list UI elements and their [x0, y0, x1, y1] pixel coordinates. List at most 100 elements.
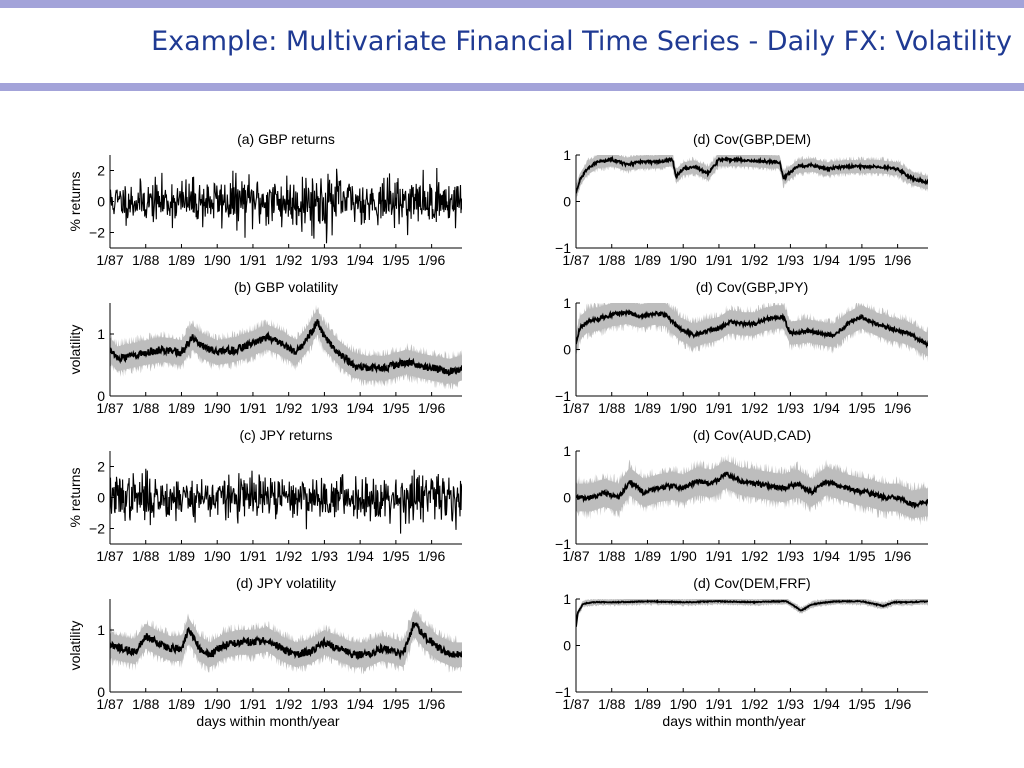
- x-axis-label: days within month/year: [196, 713, 340, 729]
- title-band-bottom: [0, 83, 1024, 91]
- x-tick-label: 1/96: [884, 400, 911, 416]
- x-tick-label: 1/88: [132, 696, 159, 712]
- estimate-line: [110, 319, 462, 377]
- y-axis-label: % returns: [67, 172, 83, 232]
- x-tick-label: 1/92: [275, 696, 302, 712]
- x-tick-label: 1/92: [741, 252, 768, 268]
- x-tick-label: 1/90: [204, 400, 231, 416]
- x-tick-label: 1/95: [382, 548, 409, 564]
- x-tick-label: 1/96: [884, 696, 911, 712]
- x-tick-label: 1/95: [382, 696, 409, 712]
- panel-title: (c) JPY returns: [239, 427, 332, 443]
- x-tick-label: 1/92: [275, 548, 302, 564]
- x-tick-label: 1/87: [96, 548, 123, 564]
- x-tick-label: 1/90: [670, 252, 697, 268]
- x-tick-label: 1/89: [634, 696, 661, 712]
- x-tick-label: 1/90: [670, 400, 697, 416]
- x-tick-label: 1/88: [598, 252, 625, 268]
- x-tick-label: 1/96: [418, 252, 445, 268]
- y-tick-label: 2: [97, 459, 105, 475]
- x-tick-label: 1/89: [634, 548, 661, 564]
- confidence-band: [576, 453, 928, 526]
- x-tick-label: 1/96: [884, 548, 911, 564]
- x-tick-label: 1/90: [670, 696, 697, 712]
- x-tick-label: 1/90: [204, 696, 231, 712]
- confidence-band: [576, 303, 928, 363]
- x-tick-label: 1/94: [347, 696, 374, 712]
- x-tick-label: 1/88: [598, 400, 625, 416]
- x-tick-label: 1/94: [813, 696, 840, 712]
- x-tick-label: 1/95: [848, 548, 875, 564]
- y-tick-label: 1: [563, 147, 571, 163]
- chart-panel-7: (d) Cov(DEM,FRF) 1 0 −11/87 1/88 1/89 1/90 1/91…: [555, 575, 928, 729]
- x-tick-label: 1/91: [705, 252, 732, 268]
- x-tick-label: 1/87: [562, 548, 589, 564]
- x-tick-label: 1/89: [168, 548, 195, 564]
- x-tick-label: 1/91: [705, 696, 732, 712]
- x-tick-label: 1/91: [239, 548, 266, 564]
- x-tick-label: 1/93: [777, 252, 804, 268]
- returns-series-line: [110, 167, 462, 244]
- x-tick-label: 1/88: [132, 252, 159, 268]
- y-tick-label: −1: [555, 536, 571, 552]
- x-tick-label: 1/93: [777, 548, 804, 564]
- x-tick-label: 1/93: [311, 548, 338, 564]
- panel-title: (a) GBP returns: [237, 131, 335, 147]
- x-tick-label: 1/95: [848, 696, 875, 712]
- x-tick-label: 1/89: [168, 696, 195, 712]
- x-tick-label: 1/88: [132, 548, 159, 564]
- x-tick-label: 1/87: [562, 252, 589, 268]
- x-tick-label: 1/92: [275, 400, 302, 416]
- x-tick-label: 1/94: [347, 252, 374, 268]
- x-axis-label: days within month/year: [662, 713, 806, 729]
- x-tick-label: 1/96: [418, 400, 445, 416]
- y-tick-label: 1: [97, 326, 105, 342]
- y-axis-label: volatility: [67, 325, 83, 375]
- x-tick-label: 1/90: [204, 252, 231, 268]
- chart-panel-0: (a) GBP returns 2 0 −2 1/87 1/88 1/89 1/90 1/91 1…: [67, 131, 462, 268]
- x-tick-label: 1/89: [634, 400, 661, 416]
- x-tick-label: 1/92: [741, 548, 768, 564]
- y-tick-label: 0: [563, 342, 571, 358]
- x-tick-label: 1/96: [418, 696, 445, 712]
- panel-title: (d) JPY volatility: [236, 575, 336, 591]
- x-tick-label: 1/94: [813, 252, 840, 268]
- y-tick-label: 1: [563, 295, 571, 311]
- y-tick-label: 0: [563, 490, 571, 506]
- x-tick-label: 1/88: [598, 696, 625, 712]
- x-tick-label: 1/93: [777, 400, 804, 416]
- x-tick-label: 1/95: [382, 252, 409, 268]
- x-tick-label: 1/95: [382, 400, 409, 416]
- y-tick-label: 0: [563, 638, 571, 654]
- x-tick-label: 1/88: [132, 400, 159, 416]
- y-axis-label: volatility: [67, 621, 83, 671]
- estimate-line: [576, 599, 928, 627]
- x-tick-label: 1/89: [168, 400, 195, 416]
- panel-title: (d) Cov(AUD,CAD): [693, 427, 811, 443]
- estimate-line: [110, 621, 462, 661]
- chart-panel-5: (d) Cov(GBP,JPY) 1 0 −11/87 1/88 1/89 1/90 1/91…: [555, 279, 928, 416]
- y-tick-label: 0: [563, 194, 571, 210]
- panel-title: (d) Cov(DEM,FRF): [693, 575, 810, 591]
- estimate-line: [576, 471, 928, 510]
- x-tick-label: 1/94: [813, 400, 840, 416]
- x-tick-label: 1/89: [168, 252, 195, 268]
- x-tick-label: 1/95: [848, 400, 875, 416]
- x-tick-label: 1/91: [239, 696, 266, 712]
- x-tick-label: 1/92: [741, 400, 768, 416]
- y-tick-label: 0: [97, 684, 105, 700]
- chart-panel-1: (b) GBP volatility 1 01/87 1/88 1/89 1/90 1/91…: [67, 279, 462, 416]
- chart-panel-4: (d) Cov(GBP,DEM) 1 0 −11/87 1/88 1/89 1/90 1/91…: [555, 131, 928, 268]
- x-tick-label: 1/93: [311, 252, 338, 268]
- x-tick-label: 1/93: [311, 400, 338, 416]
- x-tick-label: 1/91: [705, 400, 732, 416]
- confidence-band: [110, 608, 462, 675]
- x-tick-label: 1/91: [705, 548, 732, 564]
- returns-series-line: [110, 468, 462, 534]
- y-axis-label: % returns: [67, 468, 83, 528]
- y-tick-label: −1: [555, 388, 571, 404]
- x-tick-label: 1/91: [239, 400, 266, 416]
- estimate-line: [576, 308, 928, 349]
- x-tick-label: 1/87: [96, 696, 123, 712]
